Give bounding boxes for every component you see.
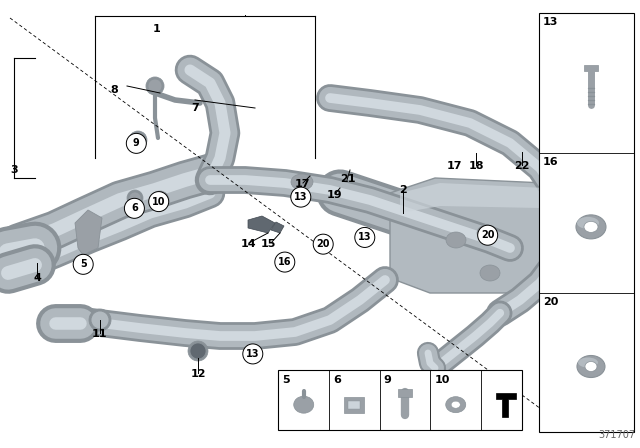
Ellipse shape — [294, 396, 314, 413]
Circle shape — [129, 192, 141, 204]
Text: 2: 2 — [399, 185, 407, 195]
Text: 13: 13 — [543, 17, 558, 27]
Text: 9: 9 — [384, 375, 392, 384]
Text: 3: 3 — [10, 165, 18, 175]
Circle shape — [89, 309, 111, 331]
Text: 20: 20 — [316, 239, 330, 249]
Text: 22: 22 — [514, 161, 529, 171]
Circle shape — [148, 192, 169, 211]
Text: 4: 4 — [33, 273, 41, 283]
Ellipse shape — [584, 221, 598, 233]
Ellipse shape — [451, 401, 460, 408]
Text: 10: 10 — [435, 375, 450, 384]
Ellipse shape — [479, 228, 497, 242]
Circle shape — [131, 133, 145, 147]
Text: 16: 16 — [278, 257, 292, 267]
Ellipse shape — [576, 215, 606, 239]
Circle shape — [73, 254, 93, 274]
Text: 8: 8 — [110, 85, 118, 95]
Ellipse shape — [445, 396, 466, 413]
Text: 13: 13 — [358, 233, 372, 242]
Text: 9: 9 — [133, 138, 140, 148]
Ellipse shape — [577, 217, 599, 229]
Polygon shape — [584, 65, 598, 71]
Text: 7: 7 — [191, 103, 199, 112]
Text: 20: 20 — [543, 297, 558, 307]
Text: 13: 13 — [294, 192, 308, 202]
Circle shape — [127, 190, 143, 206]
Text: 1: 1 — [153, 24, 161, 34]
Polygon shape — [400, 183, 568, 218]
Bar — [539, 13, 634, 432]
Bar — [278, 370, 522, 430]
Circle shape — [151, 191, 169, 209]
Ellipse shape — [577, 356, 605, 378]
Text: 19: 19 — [327, 190, 342, 200]
Text: 14: 14 — [241, 239, 256, 249]
Text: 5: 5 — [80, 259, 86, 269]
Bar — [348, 401, 360, 409]
Circle shape — [153, 193, 167, 207]
Text: 10: 10 — [152, 197, 166, 207]
Text: 15: 15 — [261, 239, 276, 249]
Circle shape — [126, 134, 147, 153]
Bar — [398, 389, 412, 396]
Text: 20: 20 — [481, 230, 495, 240]
Text: 11: 11 — [92, 329, 107, 339]
Circle shape — [124, 198, 145, 218]
Circle shape — [313, 234, 333, 254]
Ellipse shape — [585, 362, 597, 371]
Text: 16: 16 — [543, 157, 559, 167]
Circle shape — [148, 79, 162, 93]
Circle shape — [355, 228, 375, 247]
Ellipse shape — [477, 225, 497, 241]
Text: 18: 18 — [469, 161, 484, 171]
Ellipse shape — [291, 174, 313, 190]
Ellipse shape — [446, 232, 466, 248]
Polygon shape — [271, 222, 284, 233]
Circle shape — [188, 341, 208, 361]
Polygon shape — [390, 178, 575, 293]
Ellipse shape — [480, 265, 500, 281]
Circle shape — [190, 343, 206, 359]
Text: 371707: 371707 — [598, 430, 635, 440]
Polygon shape — [605, 220, 628, 282]
Circle shape — [129, 131, 147, 149]
Circle shape — [243, 344, 263, 364]
Circle shape — [91, 311, 109, 329]
Ellipse shape — [578, 358, 598, 367]
Text: 12: 12 — [191, 369, 206, 379]
Text: 17: 17 — [295, 179, 310, 189]
Text: 21: 21 — [340, 174, 355, 184]
Text: 5: 5 — [282, 375, 290, 384]
Circle shape — [275, 252, 295, 272]
Text: 6: 6 — [333, 375, 341, 384]
Polygon shape — [497, 393, 516, 417]
Circle shape — [291, 187, 311, 207]
Circle shape — [146, 77, 164, 95]
Text: 6: 6 — [131, 203, 138, 213]
Polygon shape — [248, 216, 275, 233]
Polygon shape — [606, 220, 624, 243]
Polygon shape — [75, 210, 102, 255]
Text: 13: 13 — [246, 349, 260, 359]
Text: 17: 17 — [447, 161, 462, 171]
Bar — [344, 396, 364, 413]
Circle shape — [477, 225, 498, 245]
